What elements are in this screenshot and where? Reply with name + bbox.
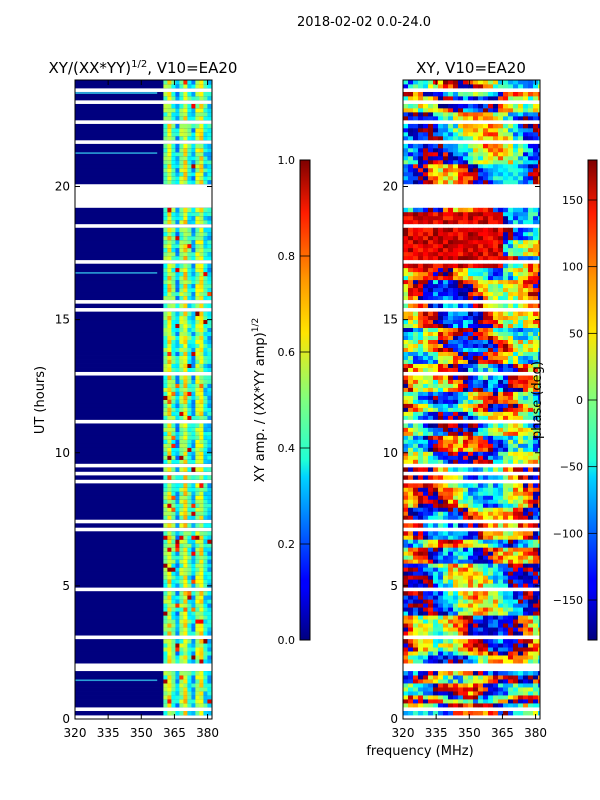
ytick-label: 0 — [62, 712, 70, 726]
right-axis-ticks: 320 335 350 365 380 0 5 10 15 20 — [383, 80, 547, 740]
colorbar-tick-label: 0.8 — [278, 250, 296, 263]
right-heatmap — [403, 80, 540, 716]
xtick-label: 380 — [196, 726, 219, 740]
left-colorbar-ticks: 0.0 0.2 0.4 0.6 0.8 1.0 — [278, 154, 310, 647]
suptitle: 2018-02-02 0.0-24.0 — [297, 15, 431, 30]
ytick-label: 20 — [55, 180, 70, 194]
left-colorbar-label: XY amp. / (XX*YY amp)1/2 — [251, 318, 268, 482]
left-colorbar: 0.0 0.2 0.4 0.6 0.8 1.0 XY amp. / (XX*YY amp)… — [251, 154, 311, 647]
ytick-label: 0 — [390, 712, 398, 726]
colorbar-tick-label: −50 — [560, 461, 583, 474]
xtick-label: 350 — [130, 726, 153, 740]
ytick-label: 5 — [62, 579, 70, 593]
colorbar-tick-label: 0.4 — [278, 442, 296, 455]
xtick-label: 335 — [97, 726, 120, 740]
xtick-label: 335 — [425, 726, 448, 740]
colorbar-tick-label: 50 — [569, 327, 583, 340]
left-ylabel: UT (hours) — [33, 366, 48, 434]
xtick-label: 320 — [64, 726, 87, 740]
colorbar-tick-label: 100 — [562, 261, 583, 274]
xtick-label: 365 — [163, 726, 186, 740]
colorbar-tick-label: 0.6 — [278, 346, 296, 359]
right-colorbar: −150 −100 −50 0 50 100 150 phase (deg) — [530, 159, 598, 641]
ytick-label: 10 — [55, 446, 70, 460]
xtick-label: 320 — [392, 726, 415, 740]
left-colorbar-gradient — [299, 159, 311, 641]
colorbar-tick-label: 0 — [576, 394, 583, 407]
left-heatmap — [75, 80, 212, 716]
shared-xlabel: frequency (MHz) — [366, 744, 473, 759]
right-axes-frame — [402, 79, 541, 720]
colorbar-tick-label: 1.0 — [278, 154, 296, 167]
right-panel: XY, V10=EA20 320 335 350 365 380 0 5 10 15 20 — [383, 59, 547, 740]
right-colorbar-label: phase (deg) — [530, 361, 545, 439]
right-title: XY, V10=EA20 — [416, 59, 526, 77]
left-title: XY/(XX*YY)1/2, V10=EA20 — [49, 59, 238, 77]
left-axis-ticks: 320 335 350 365 380 0 5 10 15 20 — [55, 80, 219, 740]
colorbar-tick-label: 0.0 — [278, 634, 296, 647]
xtick-label: 350 — [458, 726, 481, 740]
colorbar-tick-label: 0.2 — [278, 538, 296, 551]
left-axes-frame — [74, 79, 213, 720]
ytick-label: 20 — [383, 180, 398, 194]
colorbar-tick-label: −150 — [553, 594, 583, 607]
left-panel: XY/(XX*YY)1/2, V10=EA20 320 335 350 365 380 0… — [33, 59, 237, 740]
ytick-label: 15 — [55, 313, 70, 327]
colorbar-tick-label: −100 — [553, 527, 583, 540]
right-colorbar-ticks: −150 −100 −50 0 50 100 150 — [553, 194, 597, 607]
xtick-label: 380 — [524, 726, 547, 740]
colorbar-tick-label: 150 — [562, 194, 583, 207]
xtick-label: 365 — [491, 726, 514, 740]
ytick-label: 15 — [383, 313, 398, 327]
ytick-label: 5 — [390, 579, 398, 593]
ytick-label: 10 — [383, 446, 398, 460]
